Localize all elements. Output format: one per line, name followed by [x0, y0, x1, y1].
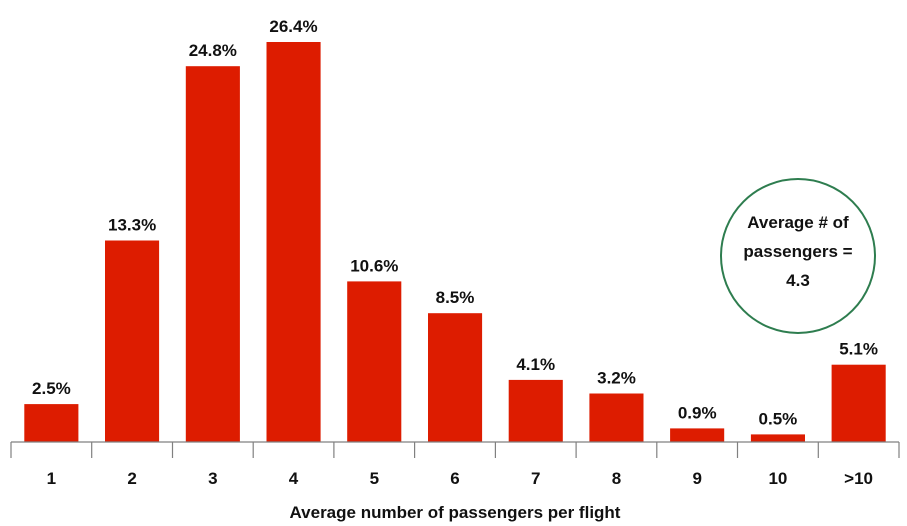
tick-label-5: 5 — [370, 469, 379, 488]
value-label-2: 13.3% — [108, 216, 156, 235]
value-label-3: 24.8% — [189, 41, 237, 60]
average-callout-circle — [720, 178, 876, 334]
bars-group — [24, 42, 886, 442]
bar-1 — [24, 404, 79, 442]
value-label-5: 10.6% — [350, 256, 398, 275]
value-labels-group: 2.5% 13.3% 24.8% 26.4% 10.6% 8.5% 4.1% 3.2% 0.9%… — [32, 17, 878, 428]
bar-4 — [266, 42, 321, 442]
bar-6 — [428, 313, 483, 442]
value-label-1: 2.5% — [32, 379, 71, 398]
tick-label-9: 9 — [692, 469, 701, 488]
tick-label-6: 6 — [450, 469, 459, 488]
average-callout: Average # of passengers = 4.3 — [720, 178, 876, 334]
tick-label-10: 10 — [768, 469, 787, 488]
value-label->10: 5.1% — [839, 340, 878, 359]
value-label-7: 4.1% — [516, 355, 555, 374]
tick-label-8: 8 — [612, 469, 621, 488]
value-label-10: 0.5% — [759, 409, 798, 428]
bar-10 — [750, 434, 805, 442]
x-tick-labels-group: 1 2 3 4 5 6 7 8 9 10 >10 — [47, 469, 873, 488]
x-ticks-group — [10, 442, 900, 458]
bar-7 — [508, 379, 563, 442]
bar-5 — [347, 281, 402, 442]
bar-3 — [185, 66, 240, 442]
average-callout-line-2: passengers = — [743, 242, 852, 261]
bar-2 — [105, 240, 160, 442]
tick-label-1: 1 — [47, 469, 56, 488]
value-label-4: 26.4% — [269, 17, 317, 36]
value-label-6: 8.5% — [436, 288, 475, 307]
x-axis-title: Average number of passengers per flight — [290, 503, 621, 522]
bar-9 — [670, 428, 725, 442]
tick-label->10: >10 — [844, 469, 873, 488]
bar-8 — [589, 393, 644, 442]
value-label-8: 3.2% — [597, 369, 636, 388]
tick-label-3: 3 — [208, 469, 217, 488]
tick-label-2: 2 — [127, 469, 136, 488]
tick-label-4: 4 — [289, 469, 299, 488]
tick-label-7: 7 — [531, 469, 540, 488]
average-callout-line-3: 4.3 — [786, 271, 810, 290]
average-callout-line-1: Average # of — [747, 213, 849, 232]
bar->10 — [831, 364, 886, 442]
value-label-9: 0.9% — [678, 403, 717, 422]
